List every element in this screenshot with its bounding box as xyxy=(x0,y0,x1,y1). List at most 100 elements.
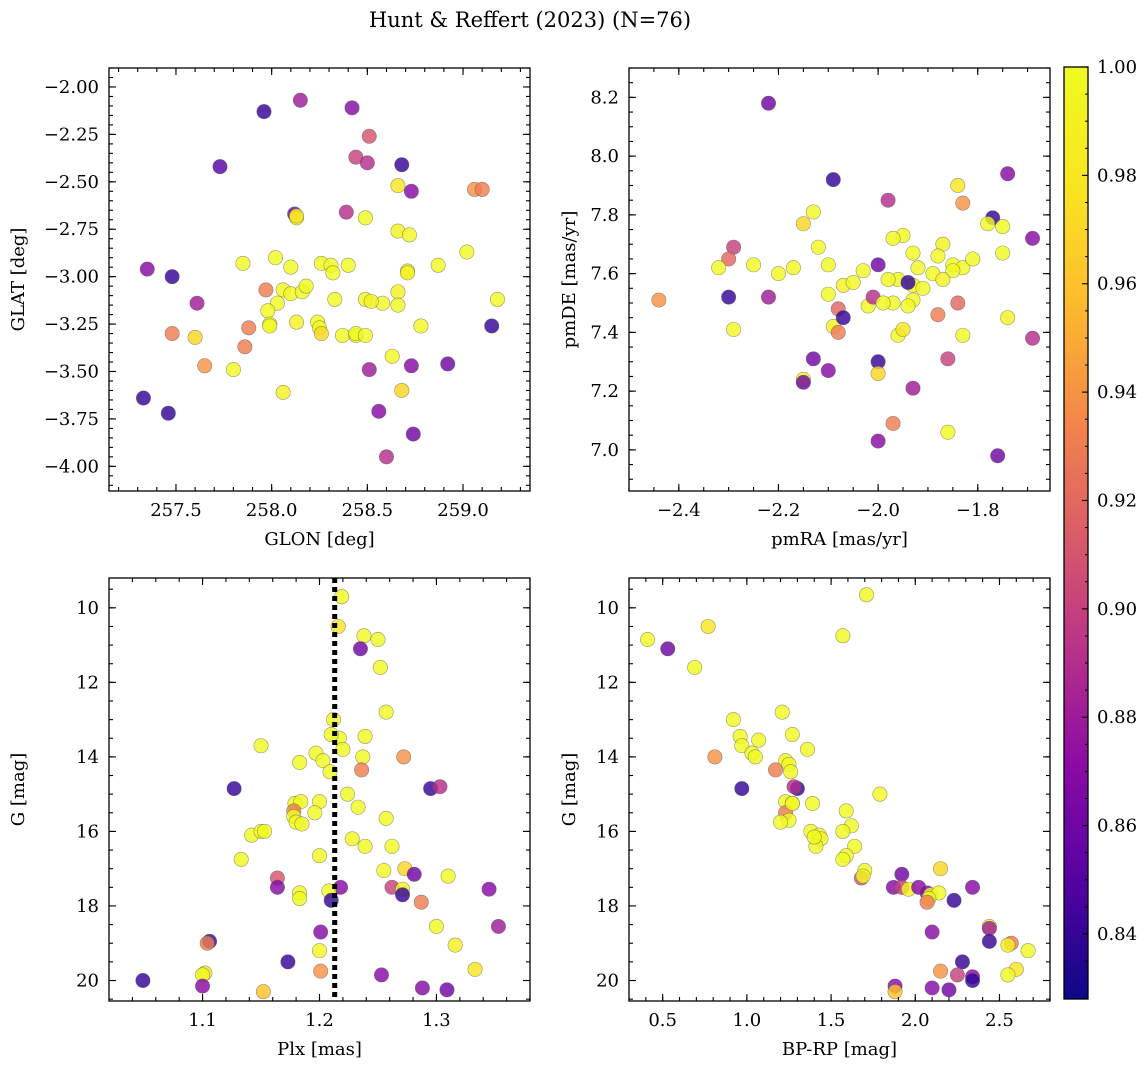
scatter-point xyxy=(396,749,412,765)
scatter-point xyxy=(490,918,506,934)
scatter-point xyxy=(370,631,386,647)
scatter-point xyxy=(338,204,354,220)
panel-pmra-pmde: −2.4 −2.2 −2.0 −1.8 7.0 7.2 7.4 7.6 7.8 8.0 8.2 pm… xyxy=(559,67,1051,550)
scatter-point xyxy=(327,291,343,307)
scatter-point xyxy=(363,293,379,309)
scatter-point xyxy=(835,628,851,644)
x-axis-label: BP-RP [mag] xyxy=(782,1039,897,1060)
y-tick-label: 14 xyxy=(596,747,619,768)
scatter-point xyxy=(980,216,996,232)
scatter-point xyxy=(965,251,981,267)
scatter-point xyxy=(325,265,341,281)
scatter-point xyxy=(747,749,763,765)
scatter-point xyxy=(950,178,966,194)
scatter-point xyxy=(933,861,949,877)
scatter-point xyxy=(390,284,406,300)
scatter-point xyxy=(1025,330,1041,346)
scatter-point xyxy=(751,732,767,748)
scatter-point xyxy=(1000,310,1016,326)
scatter-point xyxy=(467,961,483,977)
scatter-point xyxy=(357,327,373,343)
scatter-point xyxy=(761,289,777,305)
scatter-point xyxy=(905,245,921,261)
scatter-point xyxy=(800,741,816,757)
scatter-point xyxy=(413,318,429,334)
scatter-point xyxy=(954,954,970,970)
x-tick-label: 1.3 xyxy=(422,1010,451,1031)
scatter-point xyxy=(395,887,411,903)
scatter-point xyxy=(880,271,896,287)
scatter-point xyxy=(484,318,500,334)
scatter-points xyxy=(135,92,505,465)
scatter-point xyxy=(335,741,351,757)
scatter-point xyxy=(855,868,871,884)
scatter-point xyxy=(394,157,410,173)
scatter-point xyxy=(334,327,350,343)
scatter-point xyxy=(160,405,176,421)
scatter-point xyxy=(373,967,389,983)
scatter-point xyxy=(237,339,253,355)
y-tick-label: −2.00 xyxy=(44,77,99,98)
scatter-point xyxy=(990,448,1006,464)
scatter-point xyxy=(197,358,213,374)
scatter-point xyxy=(280,954,296,970)
x-tick-label: 1.1 xyxy=(188,1010,217,1031)
colorbar-frame xyxy=(1063,66,1089,1000)
scatter-point xyxy=(940,351,956,367)
scatter-point xyxy=(275,384,291,400)
scatter-point xyxy=(761,95,777,111)
x-tick-label: 258.5 xyxy=(342,500,394,521)
scatter-point xyxy=(965,879,981,895)
scatter-point xyxy=(946,892,962,908)
x-axis-label: pmRA [mas/yr] xyxy=(771,529,908,550)
scatter-point xyxy=(726,321,742,337)
scatter-point xyxy=(933,963,949,979)
scatter-point xyxy=(687,659,703,675)
scatter-point xyxy=(255,984,271,1000)
scatter-point xyxy=(820,286,836,302)
scatter-point xyxy=(870,433,886,449)
scatter-point xyxy=(880,192,896,208)
x-tick-label: 0.5 xyxy=(648,1010,677,1031)
scatter-point xyxy=(258,282,274,298)
scatter-point xyxy=(900,298,916,314)
scatter-point xyxy=(858,587,874,603)
x-tick-label: 2.0 xyxy=(901,1010,930,1031)
y-tick-label: 12 xyxy=(596,672,619,693)
scatter-point xyxy=(838,803,854,819)
x-tick-label: 257.5 xyxy=(150,500,202,521)
y-tick-label: 18 xyxy=(76,896,99,917)
scatter-point xyxy=(414,980,430,996)
scatter-point xyxy=(440,868,456,884)
colorbar-tick-label: 0.96 xyxy=(1097,274,1137,295)
scatter-point xyxy=(378,704,394,720)
x-tick-label: 259.0 xyxy=(437,500,489,521)
x-tick-label: 1.2 xyxy=(305,1010,334,1031)
scatter-point xyxy=(292,891,308,907)
y-tick-label: −2.50 xyxy=(44,172,99,193)
y-tick-label: −3.75 xyxy=(44,409,99,430)
scatter-point xyxy=(640,631,656,647)
scatter-point xyxy=(810,239,826,255)
axis-ticks: 1.1 1.2 1.3 10 12 14 16 18 20 xyxy=(76,578,531,1031)
y-tick-label: 10 xyxy=(596,598,619,619)
scatter-point xyxy=(432,779,448,795)
scatter-point xyxy=(439,982,455,998)
scatter-point xyxy=(784,795,800,811)
scatter-point xyxy=(262,318,278,334)
y-tick-label: −3.25 xyxy=(44,314,99,335)
scatter-point xyxy=(481,881,497,897)
scatter-point xyxy=(187,329,203,345)
scatter-point xyxy=(887,984,903,1000)
scatter-point xyxy=(164,269,180,285)
axis-ticks: −2.4 −2.2 −2.0 −1.8 7.0 7.2 7.4 7.6 7.8 8.0 8.2 xyxy=(590,67,1050,521)
y-tick-label: 16 xyxy=(76,821,99,842)
scatter-points xyxy=(651,95,1041,464)
colorbar-tick-label: 1.00 xyxy=(1097,57,1137,78)
scatter-point xyxy=(820,257,836,273)
scatter-point xyxy=(1020,943,1036,959)
figure-title: Hunt & Reffert (2023) (N=76) xyxy=(369,8,691,32)
scatter-point xyxy=(361,362,377,378)
